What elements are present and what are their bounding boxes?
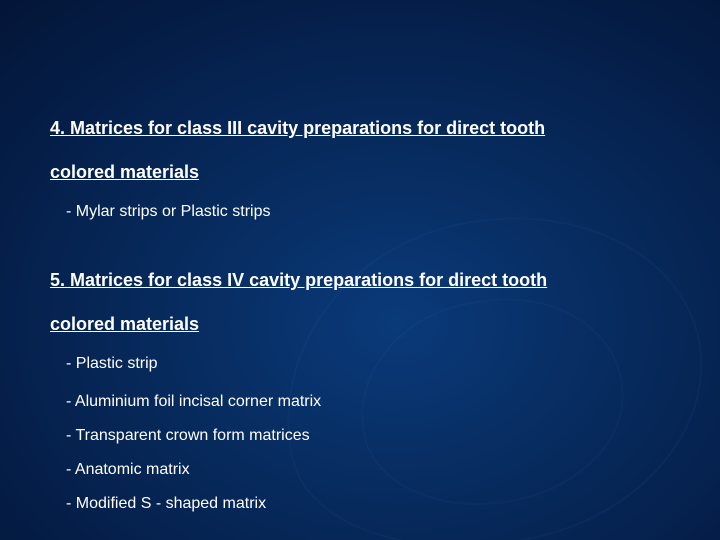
- section4-title-line2: colored materials: [50, 161, 199, 184]
- section5-item-3: - Anatomic matrix: [66, 461, 190, 479]
- section5-item-1: - Aluminium foil incisal corner matrix: [66, 393, 321, 411]
- section5-title-line1: 5. Matrices for class IV cavity preparat…: [50, 269, 547, 292]
- slide: 4. Matrices for class III cavity prepara…: [0, 0, 720, 540]
- section4-item-0: - Mylar strips or Plastic strips: [66, 203, 270, 221]
- section5-item-4: - Modified S - shaped matrix: [66, 495, 266, 513]
- section5-item-2: - Transparent crown form matrices: [66, 427, 310, 445]
- section5-title-line2: colored materials: [50, 313, 199, 336]
- section5-item-0: - Plastic strip: [66, 355, 158, 373]
- section4-title-line1: 4. Matrices for class III cavity prepara…: [50, 117, 545, 140]
